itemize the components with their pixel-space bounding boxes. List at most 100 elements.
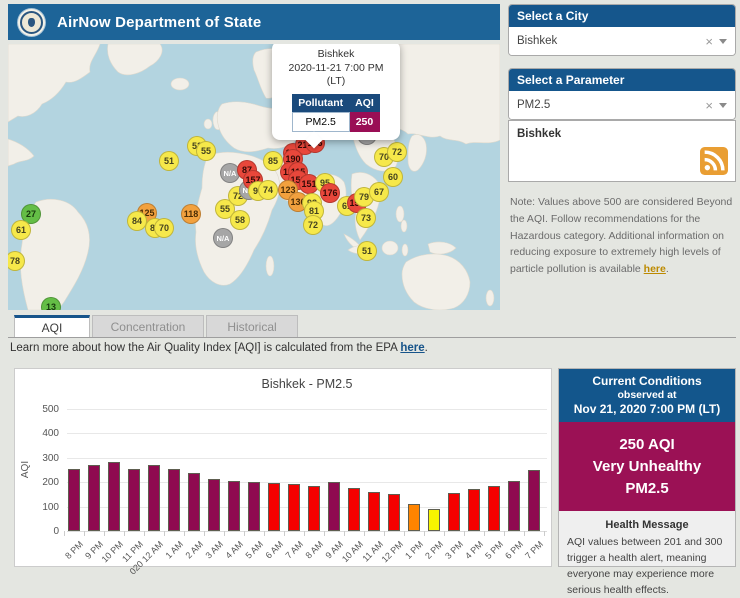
feed-city-title: Bishkek: [509, 121, 735, 140]
chart-bar[interactable]: [288, 484, 300, 531]
parameter-select-value: PM2.5: [509, 99, 699, 111]
chart-bar[interactable]: [108, 462, 120, 531]
cc-aqi-block: 250 AQI Very Unhealthy PM2.5: [559, 422, 735, 511]
chart-bar[interactable]: [228, 481, 240, 531]
clear-city-icon[interactable]: ×: [699, 34, 719, 49]
map-marker[interactable]: 118: [181, 204, 201, 224]
gridline: [67, 458, 547, 459]
x-axis-tickmark: [364, 531, 365, 536]
tab-historical[interactable]: Historical: [206, 315, 298, 337]
chart-bar[interactable]: [408, 504, 420, 531]
map-marker[interactable]: N/A: [213, 228, 233, 248]
x-axis-tickmark: [264, 531, 265, 536]
world-aqi-map[interactable]: 515255N/A87276178131258489701185572N/A58…: [8, 44, 500, 310]
chart-bar[interactable]: [88, 465, 100, 531]
x-axis-tickmark: [84, 531, 85, 536]
aqi-note: Note: Values above 500 are considered Be…: [510, 194, 734, 278]
current-conditions-panel: Current Conditions observed at Nov 21, 2…: [558, 368, 736, 567]
x-axis-tickmark: [304, 531, 305, 536]
chart-bar[interactable]: [148, 465, 160, 531]
parameter-select[interactable]: PM2.5 ×: [509, 91, 735, 119]
aqi-bar-chart: Bishkek - PM2.5 AQI 01002003004005008 PM…: [14, 368, 552, 567]
map-marker[interactable]: 176: [320, 183, 340, 203]
map-marker[interactable]: 72: [303, 215, 323, 235]
chart-bar[interactable]: [388, 494, 400, 531]
y-axis-tick: 100: [15, 502, 59, 513]
chart-bar[interactable]: [168, 469, 180, 531]
popup-timezone: (LT): [278, 75, 394, 89]
map-marker[interactable]: 55: [196, 141, 216, 161]
y-axis-tick: 400: [15, 428, 59, 439]
x-axis-tickmark: [284, 531, 285, 536]
page-title: AirNow Department of State: [57, 14, 261, 31]
chart-bar[interactable]: [508, 481, 520, 531]
y-axis-tick: 0: [15, 526, 59, 537]
map-marker[interactable]: 67: [369, 182, 389, 202]
x-axis-tickmark: [524, 531, 525, 536]
epa-here-link[interactable]: here: [400, 342, 424, 354]
chevron-down-icon[interactable]: [719, 39, 727, 44]
popup-col-aqi: AQI: [349, 94, 380, 113]
gridline: [67, 433, 547, 434]
popup-city: Bishkek: [278, 48, 394, 62]
city-select[interactable]: Bishkek ×: [509, 27, 735, 55]
x-axis-tickmark: [204, 531, 205, 536]
map-marker[interactable]: 84: [127, 211, 147, 231]
cc-aqi-pollutant: PM2.5: [563, 478, 731, 500]
chart-bar[interactable]: [428, 509, 440, 531]
map-marker[interactable]: 51: [357, 241, 377, 261]
tab-concentration[interactable]: Concentration: [92, 315, 204, 337]
map-marker[interactable]: 72: [387, 142, 407, 162]
chart-bar[interactable]: [348, 488, 360, 531]
map-marker[interactable]: 13: [41, 297, 61, 310]
map-popup: Bishkek 2020-11-21 7:00 PM (LT) Pollutan…: [272, 44, 400, 140]
chart-bar[interactable]: [448, 493, 460, 531]
map-marker[interactable]: 74: [258, 180, 278, 200]
cc-aqi-value: 250 AQI: [563, 434, 731, 456]
x-axis-tickmark: [184, 531, 185, 536]
parameter-panel: Select a Parameter PM2.5 ×: [508, 68, 736, 120]
chart-bar[interactable]: [248, 482, 260, 531]
popup-datetime: 2020-11-21 7:00 PM: [278, 62, 394, 76]
x-axis-tickmark: [104, 531, 105, 536]
x-axis-tickmark: [324, 531, 325, 536]
chart-bar[interactable]: [488, 486, 500, 531]
chart-bar[interactable]: [188, 473, 200, 531]
popup-table: Pollutant AQI PM2.5 250: [292, 94, 381, 132]
x-axis-tickmark: [544, 531, 545, 536]
rss-icon[interactable]: [700, 147, 728, 175]
y-axis-tick: 200: [15, 477, 59, 488]
clear-parameter-icon[interactable]: ×: [699, 98, 719, 113]
note-here-link[interactable]: here: [644, 263, 666, 275]
chart-bar[interactable]: [68, 469, 80, 531]
map-marker[interactable]: 58: [230, 210, 250, 230]
chart-bar[interactable]: [208, 479, 220, 531]
x-axis-tickmark: [484, 531, 485, 536]
chart-bar[interactable]: [328, 482, 340, 531]
app-header: AirNow Department of State: [8, 4, 500, 40]
chart-bar[interactable]: [268, 483, 280, 531]
cc-timestamp: Nov 21, 2020 7:00 PM (LT): [563, 402, 731, 416]
city-select-value: Bishkek: [509, 35, 699, 47]
map-marker[interactable]: 51: [159, 151, 179, 171]
note-suffix: .: [666, 263, 669, 275]
popup-aqi-value: 250: [349, 112, 380, 131]
map-marker[interactable]: 70: [154, 218, 174, 238]
x-axis-tickmark: [384, 531, 385, 536]
chart-bar[interactable]: [128, 469, 140, 531]
x-axis-tickmark: [144, 531, 145, 536]
cc-observed-at: observed at: [563, 389, 731, 401]
map-marker[interactable]: 61: [11, 220, 31, 240]
tab-aqi[interactable]: AQI: [14, 315, 90, 337]
map-marker[interactable]: 73: [356, 208, 376, 228]
chart-bar[interactable]: [468, 489, 480, 531]
learn-more-prefix: Learn more about how the Air Quality Ind…: [10, 342, 400, 354]
x-axis-tickmark: [424, 531, 425, 536]
chart-bar[interactable]: [528, 470, 540, 531]
chevron-down-icon[interactable]: [719, 103, 727, 108]
chart-bar[interactable]: [368, 492, 380, 531]
x-axis-tickmark: [224, 531, 225, 536]
y-axis-tick: 300: [15, 453, 59, 464]
y-axis-tick: 500: [15, 404, 59, 415]
chart-bar[interactable]: [308, 486, 320, 531]
